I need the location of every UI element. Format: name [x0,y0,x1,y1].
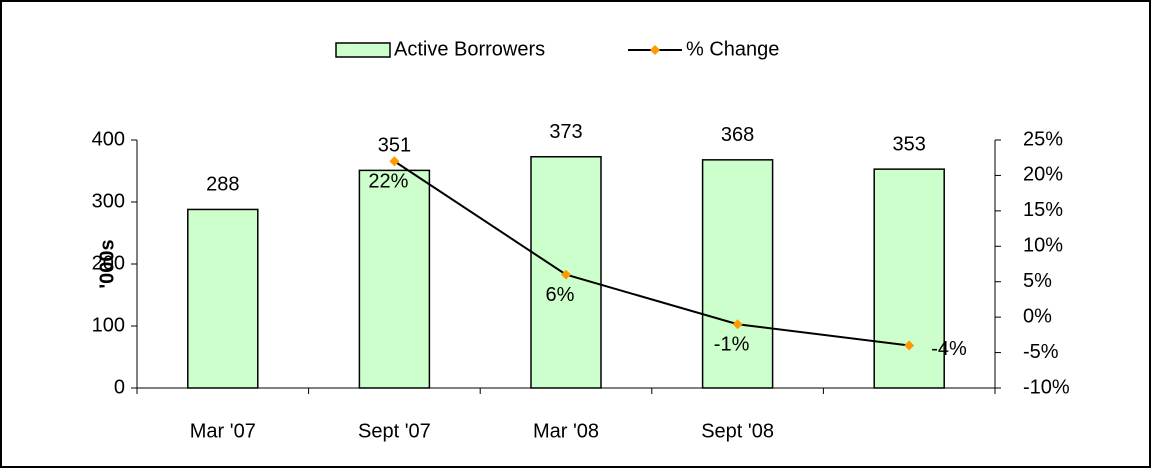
bar-value-label: 353 [893,133,926,155]
line-value-label: -4% [931,338,967,360]
x-tick-label: Sept '07 [358,420,431,442]
y2-tick-label: 5% [1023,270,1052,292]
line-value-label: 6% [546,284,575,306]
line-marker [389,156,400,167]
y-tick-label: 400 [92,128,125,150]
y-axis-label: '000s [96,239,118,288]
line-value-label: -1% [714,334,750,356]
y2-tick-label: -10% [1023,376,1070,398]
legend-label: % Change [686,38,779,60]
legend-label: Active Borrowers [394,38,545,60]
bar-value-label: 368 [721,124,754,146]
x-tick-label: Sept '08 [701,420,774,442]
bar [358,169,431,389]
y2-tick-label: 25% [1023,128,1063,150]
y-tick-label: 200 [92,252,125,274]
bar-value-label: 351 [378,135,411,157]
y-tick-label: 300 [92,190,125,212]
bar [187,208,259,389]
line-value-label: 22% [368,171,408,193]
y-tick-label: 0 [114,376,125,398]
y2-tick-label: 10% [1023,235,1063,257]
bar [701,159,774,389]
bar-value-label: 288 [206,174,239,196]
y-tick-label: 100 [92,314,125,336]
legend-swatch [335,42,391,58]
x-tick-label: Mar '07 [190,420,256,442]
y2-tick-label: 15% [1023,199,1063,221]
y2-tick-label: -5% [1023,341,1059,363]
line [393,160,910,347]
y2-tick-label: 0% [1023,305,1052,327]
x-tick-label: Mar '08 [533,420,599,442]
y2-tick-label: 20% [1023,164,1063,186]
legend-marker [650,45,660,55]
line-marker [732,319,743,330]
bar-value-label: 373 [549,121,582,143]
bar [873,168,945,389]
line-marker [561,269,571,280]
line-marker [904,340,915,351]
